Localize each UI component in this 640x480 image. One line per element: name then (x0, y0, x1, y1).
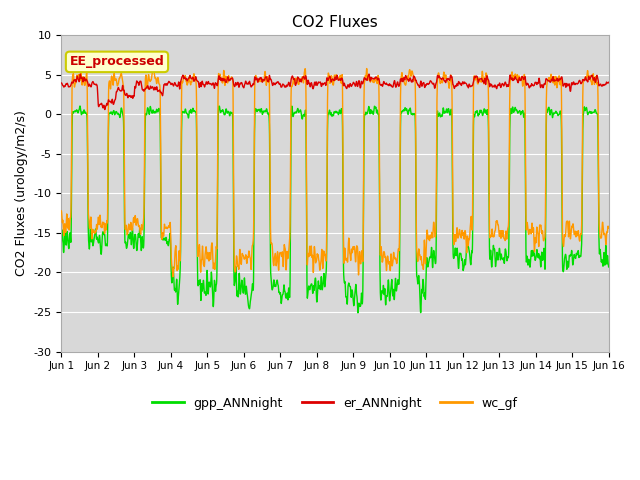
Legend: gpp_ANNnight, er_ANNnight, wc_gf: gpp_ANNnight, er_ANNnight, wc_gf (147, 392, 523, 415)
Text: EE_processed: EE_processed (70, 55, 164, 68)
Title: CO2 Fluxes: CO2 Fluxes (292, 15, 378, 30)
Y-axis label: CO2 Fluxes (urology/m2/s): CO2 Fluxes (urology/m2/s) (15, 110, 28, 276)
